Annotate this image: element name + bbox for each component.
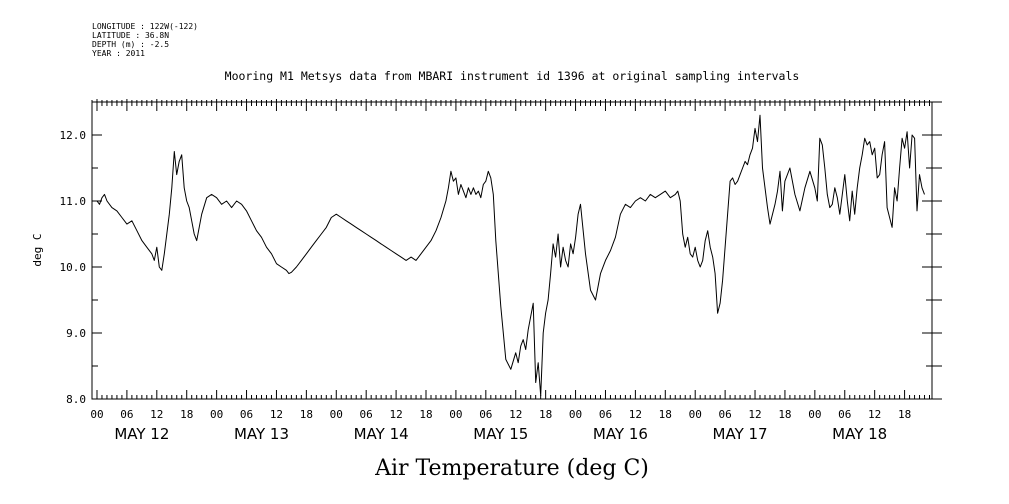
x-tick-label: 00 (449, 408, 462, 421)
y-axis-label: deg C (31, 233, 44, 266)
x-tick-label: 06 (120, 408, 133, 421)
x-tick-label: 18 (898, 408, 911, 421)
x-tick-label: 06 (240, 408, 253, 421)
x-tick-label: 12 (150, 408, 163, 421)
x-tick-label: 06 (599, 408, 612, 421)
x-axis-title: Air Temperature (deg C) (374, 456, 649, 481)
x-tick-label: 18 (778, 408, 791, 421)
x-tick-label: 12 (509, 408, 522, 421)
y-tick-label: 8.0 (66, 393, 86, 406)
x-tick-label: 18 (419, 408, 432, 421)
x-tick-label: 00 (210, 408, 223, 421)
x-tick-label: 06 (838, 408, 851, 421)
series-line (96, 114, 925, 397)
x-tick-label: 00 (808, 408, 821, 421)
x-tick-label: 00 (90, 408, 103, 421)
x-day-label: MAY 18 (832, 425, 887, 443)
latitude-label: LATITUDE : 36.8N (92, 31, 170, 40)
x-tick-label: 00 (330, 408, 343, 421)
x-day-label: MAY 15 (473, 425, 528, 443)
x-tick-label: 12 (748, 408, 761, 421)
x-tick-label: 06 (479, 408, 492, 421)
x-day-label: MAY 13 (234, 425, 289, 443)
y-tick-label: 12.0 (60, 129, 87, 142)
year-label: YEAR : 2011 (92, 49, 145, 58)
x-tick-label: 18 (539, 408, 552, 421)
x-day-label: MAY 17 (713, 425, 768, 443)
metadata-block: LONGITUDE : 122W(-122) LATITUDE : 36.8N … (92, 22, 198, 58)
y-axis: 8.0 9.0 10.0 11.0 12.0 (60, 101, 942, 406)
x-tick-label: 12 (629, 408, 642, 421)
plot-frame (91, 101, 933, 400)
x-tick-label: 00 (689, 408, 702, 421)
y-tick-label: 9.0 (66, 327, 86, 340)
x-tick-label: 06 (360, 408, 373, 421)
x-tick-label: 12 (270, 408, 283, 421)
x-day-label: MAY 16 (593, 425, 648, 443)
x-tick-label: 00 (569, 408, 582, 421)
x-tick-label: 18 (300, 408, 313, 421)
y-tick-label: 11.0 (60, 195, 87, 208)
x-tick-label: 18 (659, 408, 672, 421)
x-axis: 00 06 12 18 MAY 12 00 06 12 18 MAY 13 00 06 12 18 MAY … (90, 99, 931, 443)
x-tick-label: 12 (868, 408, 881, 421)
chart-title: Mooring M1 Metsys data from MBARI instru… (225, 69, 800, 83)
series-group (96, 114, 925, 397)
x-day-label: MAY 12 (114, 425, 169, 443)
x-tick-label: 18 (180, 408, 193, 421)
x-tick-label: 06 (718, 408, 731, 421)
x-tick-label: 12 (389, 408, 402, 421)
x-day-label: MAY 14 (354, 425, 409, 443)
longitude-label: LONGITUDE : 122W(-122) (92, 22, 198, 31)
depth-label: DEPTH (m) : -2.5 (92, 40, 170, 49)
y-tick-label: 10.0 (60, 261, 87, 274)
